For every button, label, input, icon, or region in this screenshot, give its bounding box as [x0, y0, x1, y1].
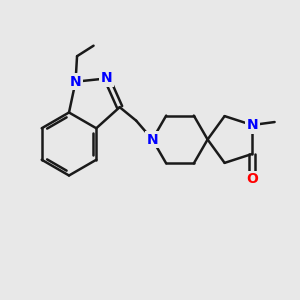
Text: O: O: [246, 172, 258, 187]
Text: N: N: [70, 75, 81, 89]
Text: N: N: [147, 133, 158, 146]
Text: N: N: [101, 71, 113, 85]
Text: N: N: [246, 118, 258, 132]
